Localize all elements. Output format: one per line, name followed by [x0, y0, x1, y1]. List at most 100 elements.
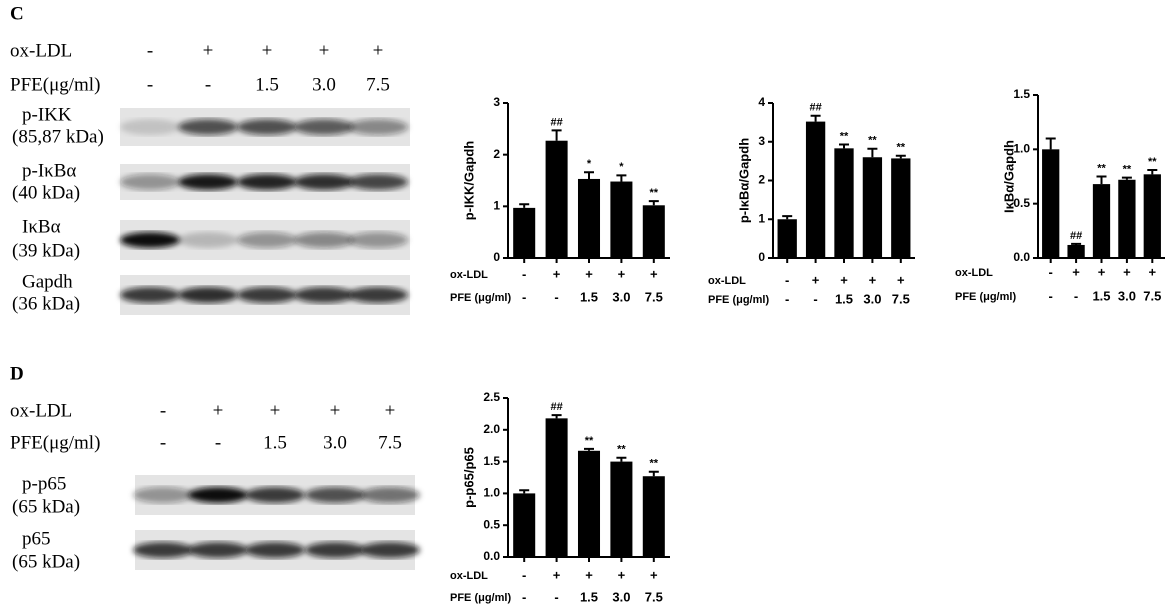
condition-label: 3.0: [612, 589, 630, 604]
condition-label: -: [147, 74, 153, 95]
annotation: **: [617, 444, 626, 456]
condition-label: +: [385, 400, 396, 421]
condition-label: 1.5: [580, 589, 598, 604]
panel-label: D: [10, 363, 24, 384]
condition-label: +: [869, 272, 877, 287]
bar: [577, 450, 601, 557]
band-size: (65 kDa): [12, 496, 80, 517]
condition-label: 3.0: [612, 289, 630, 304]
error-bar: [551, 414, 562, 419]
error-bar: [1096, 175, 1107, 185]
band-name: Gapdh: [22, 271, 73, 292]
y-tick-label: 0.0: [1013, 250, 1030, 264]
blot-band: [237, 119, 297, 135]
blot-band: [120, 287, 180, 303]
band-size: (36 kDa): [12, 293, 80, 314]
condition-label: +: [897, 272, 905, 287]
condition-label: -: [522, 266, 526, 281]
band-name: p-IKK: [22, 104, 72, 125]
condition-label: -: [554, 289, 558, 304]
condition-label: 7.5: [645, 589, 663, 604]
blot-band: [120, 119, 180, 135]
condition-label: 1.5: [580, 289, 598, 304]
y-axis-label: p-p65/p65: [461, 447, 476, 508]
blot-band: [348, 232, 408, 248]
condition-name: ox-LDL: [450, 269, 488, 281]
condition-label: +: [1123, 264, 1131, 279]
blot-band: [348, 174, 408, 190]
blot-band: [294, 174, 354, 190]
blot-band: [348, 287, 408, 303]
condition-label: 3.0: [323, 432, 347, 453]
band-name: p-p65: [22, 473, 66, 494]
condition-label: -: [785, 272, 789, 287]
condition-name: PFE (μg/ml): [450, 292, 511, 304]
condition-label: 7.5: [645, 289, 663, 304]
blot-band: [133, 487, 193, 503]
condition-label: +: [812, 272, 820, 287]
blot-band: [305, 542, 365, 558]
blot-band: [305, 487, 365, 503]
condition-label: +: [270, 400, 281, 421]
y-tick-label: 0.0: [483, 549, 500, 563]
band-name: IκBα: [22, 216, 61, 237]
annotation: **: [1148, 156, 1157, 168]
error-bar: [1121, 176, 1132, 180]
error-bar: [648, 470, 659, 477]
blot-band: [360, 487, 420, 503]
condition-label: +: [585, 266, 593, 281]
condition-label: 3.0: [312, 74, 336, 95]
y-tick-label: 4: [758, 95, 765, 109]
condition-label: +: [1098, 264, 1106, 279]
annotation: **: [897, 142, 906, 154]
condition-name: ox-LDL: [955, 267, 993, 279]
annotation: *: [587, 158, 592, 170]
annotation: **: [585, 435, 594, 447]
bar: [834, 148, 854, 258]
annotation: **: [1123, 163, 1132, 175]
blot-band: [348, 119, 408, 135]
blot-band: [178, 174, 238, 190]
error-bar: [895, 154, 906, 159]
condition-label: +: [618, 266, 626, 281]
error-bar: [519, 489, 530, 494]
condition-label: +: [650, 266, 658, 281]
condition-label: 1.5: [835, 291, 853, 306]
condition-label: +: [650, 567, 658, 582]
annotation: **: [1097, 162, 1106, 174]
blot-band: [133, 542, 193, 558]
condition-label: -: [522, 567, 526, 582]
condition-label: -: [813, 291, 817, 306]
bar: [1092, 184, 1111, 258]
error-bar: [648, 200, 659, 206]
blot-band: [178, 232, 238, 248]
condition-name: PFE (μg/ml): [708, 294, 769, 306]
error-bar: [519, 203, 530, 208]
condition-name: PFE(μg/ml): [10, 432, 100, 453]
condition-name: ox-LDL: [10, 400, 72, 421]
condition-label: 1.5: [263, 432, 287, 453]
condition-name: PFE (μg/ml): [955, 291, 1016, 303]
condition-label: +: [585, 567, 593, 582]
condition-label: -: [1049, 288, 1053, 303]
annotation: **: [868, 135, 877, 147]
condition-label: +: [1072, 264, 1080, 279]
error-bar: [1071, 242, 1082, 245]
blot-band: [360, 542, 420, 558]
condition-label: +: [840, 272, 848, 287]
condition-label: +: [319, 40, 330, 61]
error-bar: [551, 129, 562, 141]
error-bar: [616, 174, 627, 182]
blot-band: [178, 119, 238, 135]
blot-band: [294, 287, 354, 303]
band-size: (85,87 kDa): [12, 126, 104, 147]
error-bar: [839, 143, 849, 149]
y-tick-label: 0.5: [1013, 196, 1030, 210]
annotation: **: [650, 187, 659, 199]
y-tick-label: 1.0: [1013, 142, 1030, 156]
y-axis-label: p-IκBα/Gapdh: [736, 138, 751, 223]
y-axis-label: IκBα/Gapdh: [1001, 140, 1016, 213]
condition-name: ox-LDL: [450, 570, 488, 582]
condition-label: +: [1149, 264, 1157, 279]
